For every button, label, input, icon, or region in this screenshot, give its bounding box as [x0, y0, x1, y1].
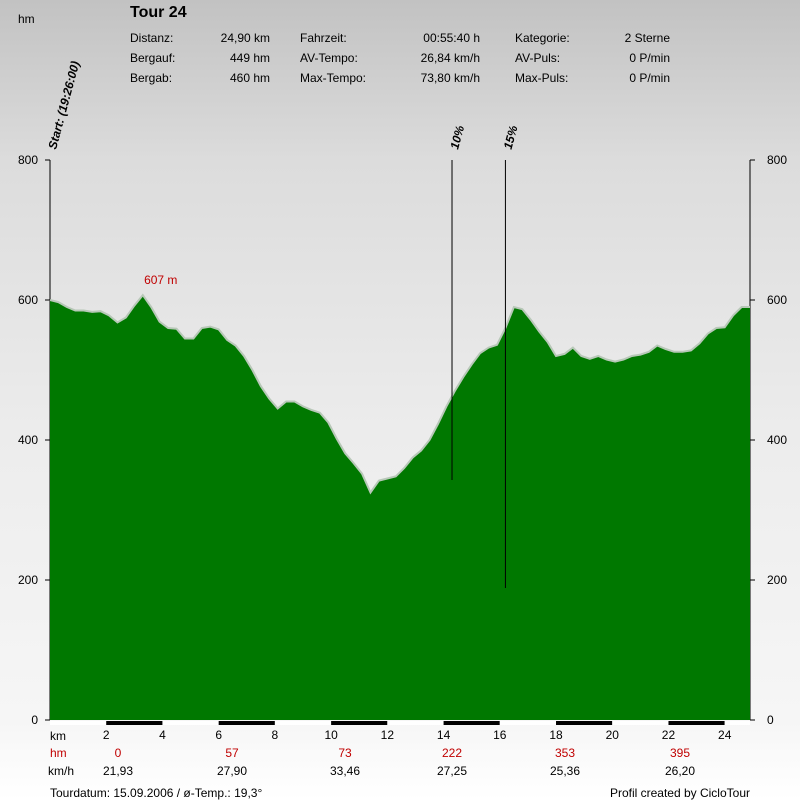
- km-scale-segment: [274, 721, 332, 725]
- avg-pulse-value: 0 P/min: [629, 51, 670, 65]
- peak-elevation-label: 607 m: [144, 273, 177, 287]
- km-scale-segment: [443, 721, 500, 725]
- y-tick-label: 400: [767, 433, 787, 447]
- gradient-label-15: 15%: [501, 124, 521, 151]
- max-pulse-value: 0 P/min: [629, 71, 670, 85]
- ascent-value: 449 hm: [229, 51, 270, 65]
- x-tick-label: 8: [272, 728, 279, 742]
- y-tick-label: 0: [31, 713, 38, 727]
- km-scale-segment: [499, 721, 557, 725]
- x-tick-label: 6: [215, 728, 222, 742]
- x-tick-label: 16: [493, 728, 507, 742]
- y-tick-label: 600: [767, 293, 787, 307]
- tour-date-footer: Tourdatum: 15.09.2006 / ø-Temp.: 19,3°: [50, 786, 263, 800]
- kmh-row-label: km/h: [48, 764, 75, 778]
- segment-hm-value: 222: [441, 746, 463, 760]
- category-label: Kategorie:: [515, 31, 570, 45]
- segment-speed-value: 33,46: [329, 764, 361, 778]
- hm-row-label: hm: [50, 746, 67, 760]
- segment-hm-value: 0: [114, 746, 122, 760]
- segment-speed-value: 21,93: [102, 764, 134, 778]
- avg-pulse-label: AV-Puls:: [515, 51, 561, 65]
- x-tick-label: 2: [103, 728, 110, 742]
- max-pulse-label: Max-Puls:: [515, 71, 569, 85]
- y-tick-label: 800: [767, 153, 787, 167]
- y-tick-label: 200: [18, 573, 38, 587]
- duration-label: Fahrzeit:: [300, 31, 347, 45]
- y-tick-label: 800: [18, 153, 38, 167]
- max-speed-value: 73,80 km/h: [420, 71, 480, 85]
- y-tick-label: 0: [767, 713, 774, 727]
- avg-speed-label: AV-Tempo:: [300, 51, 358, 65]
- x-tick-label: 20: [606, 728, 620, 742]
- elevation-area: [50, 295, 750, 720]
- start-time-label: Start: (19:26:00): [45, 60, 82, 151]
- distance-value: 24,90 km: [220, 31, 270, 45]
- km-scale-segment: [724, 721, 750, 725]
- category-value: 2 Sterne: [624, 31, 670, 45]
- x-tick-label: 22: [662, 728, 676, 742]
- segment-hm-value: 73: [338, 746, 352, 760]
- x-tick-label: 24: [718, 728, 732, 742]
- km-scale-segment: [387, 721, 444, 725]
- ascent-label: Bergauf:: [130, 51, 176, 65]
- segment-hm-value: 395: [669, 746, 691, 760]
- km-scale-segment: [218, 721, 275, 725]
- segment-speed-value: 26,20: [664, 764, 696, 778]
- max-speed-label: Max-Tempo:: [300, 71, 367, 85]
- duration-value: 00:55:40 h: [423, 31, 480, 45]
- segment-hm-value: 353: [554, 746, 576, 760]
- y-tick-label: 200: [767, 573, 787, 587]
- y-tick-label: 600: [18, 293, 38, 307]
- km-scale-segment: [612, 721, 669, 725]
- segment-speed-value: 27,90: [216, 764, 248, 778]
- y-tick-label: 400: [18, 433, 38, 447]
- km-scale-segment: [668, 721, 725, 725]
- segment-hm-value: 57: [225, 746, 239, 760]
- km-scale-segment: [50, 721, 107, 725]
- km-scale-segment: [106, 721, 163, 725]
- x-tick-label: 4: [159, 728, 166, 742]
- km-scale-segment: [556, 721, 613, 725]
- segment-speed-value: 27,25: [436, 764, 468, 778]
- km-scale-segment: [331, 721, 388, 725]
- x-tick-label: 10: [324, 728, 338, 742]
- km-scale-segment: [162, 721, 219, 725]
- distance-label: Distanz:: [130, 31, 174, 45]
- x-tick-label: 12: [381, 728, 395, 742]
- credit-footer: Profil created by CicloTour: [609, 786, 750, 800]
- segment-speed-value: 25,36: [549, 764, 581, 778]
- km-row-label: km: [50, 729, 66, 743]
- descent-label: Bergab:: [130, 71, 173, 85]
- gradient-label-10: 10%: [447, 124, 467, 151]
- y-unit-label: hm: [18, 12, 35, 26]
- descent-value: 460 hm: [229, 71, 270, 85]
- x-tick-label: 18: [549, 728, 563, 742]
- elevation-outline: [49, 293, 750, 495]
- tour-title: Tour 24: [130, 4, 187, 21]
- avg-speed-value: 26,84 km/h: [420, 51, 480, 65]
- x-tick-label: 14: [437, 728, 451, 742]
